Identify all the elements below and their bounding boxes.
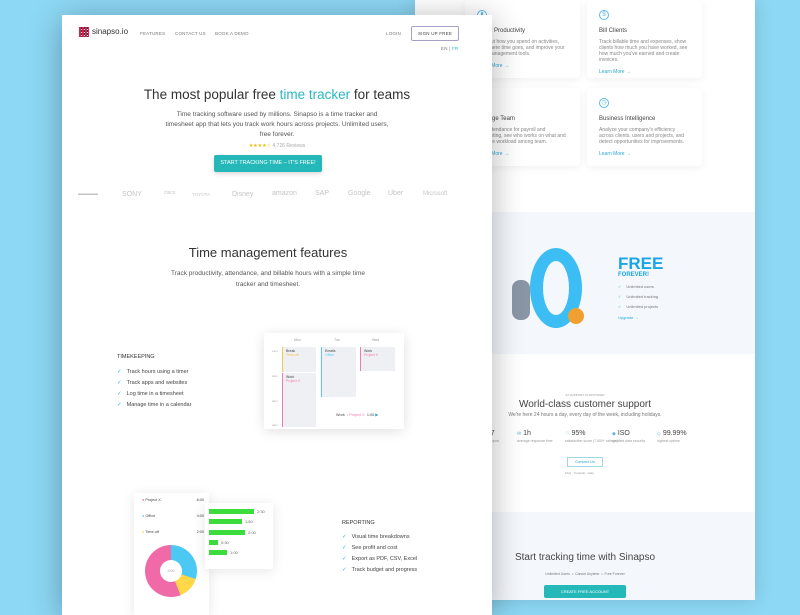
report-donut-card: ● Project X 8:00 ● Office 4:00 ● Time-off 2…: [134, 493, 209, 615]
features-subtitle: Track productivity, attendance, and bill…: [170, 270, 365, 288]
client-logo: amazon: [272, 190, 297, 197]
nav-login[interactable]: LOGIN: [386, 31, 402, 36]
clock-icon: ◷: [599, 98, 609, 108]
logo-icon: [79, 27, 89, 37]
create-free-account-button[interactable]: CREATE FREE ACCOUNT: [544, 585, 626, 598]
dollar-icon: $: [599, 10, 609, 20]
report-bar: [209, 519, 242, 525]
client-logo: Disney: [232, 191, 254, 198]
upgrade-link[interactable]: Upgrade →: [618, 315, 639, 320]
free-heading: FREE: [618, 254, 664, 273]
donut-chart: 0:00: [145, 545, 197, 597]
timekeeping-list: ✓ Track hours using a timer ✓ Track apps a…: [117, 369, 192, 408]
learn-more-link[interactable]: Learn More →: [599, 69, 631, 75]
feature-card-business-intelligence[interactable]: ◷ Business Intelligence Analyze your com…: [587, 88, 702, 166]
nav-features[interactable]: FEATURES: [140, 31, 166, 36]
report-bar: [209, 529, 245, 535]
report-bar-label: 2:00: [248, 529, 256, 535]
shield-icon: ◆: [612, 431, 616, 437]
support-links[interactable]: FAQ · Tutorials · Help: [565, 471, 594, 475]
contact-us-button[interactable]: Contact Us: [567, 457, 603, 467]
stat: ✉ 1h average response time: [517, 430, 553, 443]
logo-text[interactable]: sinapso.io: [92, 27, 129, 36]
support-section: 24 SUPPORT IN SPOTIFIED World-class cust…: [508, 393, 662, 418]
hero-title: The most popular free time tracker for t…: [143, 87, 411, 102]
calendar-entry[interactable]: Emails Office: [321, 347, 356, 397]
star-rating-icon: ★★★★☆: [248, 143, 272, 149]
lang-fr[interactable]: FR: [451, 46, 459, 51]
report-bar: [209, 539, 218, 545]
robot-icon: [512, 280, 530, 320]
report-bar-label: 1:00: [230, 550, 238, 556]
play-icon: ▶: [375, 413, 379, 417]
client-logo: SAP: [315, 190, 330, 197]
client-logo: Microsoft: [423, 191, 448, 197]
report-bar-label: 2:30: [257, 509, 265, 514]
cat-icon: [568, 308, 584, 324]
feature-card-bill-clients[interactable]: $ Bill Clients Track billable time and e…: [587, 0, 702, 78]
hero-subtitle: Time tracking software used by millions.…: [165, 111, 389, 138]
client-logo: cisco: [164, 190, 176, 196]
client-logo: TOYOTA: [192, 192, 211, 197]
landing-page: sinapso.io FEATURES CONTACT US BOOK A DE…: [62, 15, 492, 615]
calendar-entry[interactable]: Work Project X: [282, 373, 316, 427]
reporting-list: ✓ Visual time breakdowns ✓ See profit and …: [342, 534, 418, 573]
client-logo: ▬▬▬▬: [78, 191, 98, 197]
report-bar-label: 0:30: [221, 539, 229, 545]
report-bar: [209, 550, 227, 556]
signup-button[interactable]: SIGN UP FREE: [411, 26, 459, 41]
timer-bar[interactable]: Work • Project X 1:00 ▶: [336, 412, 402, 417]
stat: ◇ 99.99% highest uptime: [657, 430, 687, 443]
learn-more-link[interactable]: Learn More →: [477, 151, 509, 157]
calendar-entry[interactable]: Work Project X: [360, 347, 395, 371]
learn-more-link[interactable]: Learn More →: [477, 63, 509, 69]
client-logo: Uber: [388, 190, 404, 197]
stat: ◆ ISO certified data security: [612, 430, 646, 443]
nav-contact-us[interactable]: CONTACT US: [175, 31, 206, 36]
features-title: Time management features: [188, 245, 348, 260]
lang-en[interactable]: EN: [441, 46, 448, 51]
reporting-heading: REPORTING: [342, 520, 375, 526]
stat: ♡ 95% satisfaction score (7,500+ ratings): [565, 430, 618, 443]
report-bar-label: 1:50: [244, 519, 253, 525]
nav-book-demo[interactable]: BOOK A DEMO: [215, 31, 249, 36]
legend-item: ● Time-off 2:00: [142, 530, 204, 534]
client-logo: Google: [348, 190, 371, 197]
report-bar: [209, 509, 254, 514]
legend-item: ● Project X 8:00: [142, 498, 204, 502]
client-logo: SONY: [122, 191, 142, 198]
mail-icon: ✉: [517, 431, 522, 437]
report-bars-card: 2:30 1:50 2:00 0:30 1:00: [205, 503, 273, 569]
heart-icon: ♡: [565, 431, 570, 437]
learn-more-link[interactable]: Learn More →: [599, 151, 631, 157]
free-list: ✓ Unlimited users ✓ Unlimited tracking ✓ Un…: [618, 284, 659, 309]
diamond-icon: ◇: [657, 431, 661, 437]
legend-item: ● Office 4:00: [142, 514, 204, 518]
rating: ★★★★☆ 4,726 Reviews: [248, 143, 306, 149]
calendar-entry[interactable]: Break Time-off: [282, 347, 316, 372]
timekeeping-heading: TIMEKEEPING: [117, 354, 155, 360]
calendar-widget: Mon Tue Wed 1am 2am 3am 4am Break Time-of…: [264, 333, 404, 429]
start-tracking-button[interactable]: START TRACKING TIME – IT'S FREE!: [214, 155, 322, 172]
